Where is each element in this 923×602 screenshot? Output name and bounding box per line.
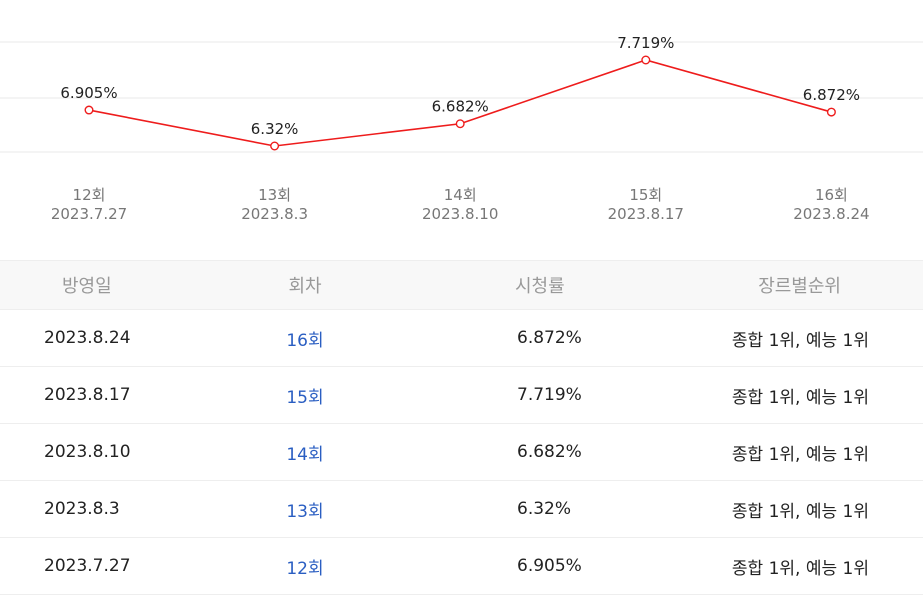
air-date-cell: 2023.7.27 bbox=[0, 537, 170, 595]
chart-grid bbox=[0, 41, 923, 153]
x-tick-episode: 12회 bbox=[73, 186, 106, 204]
rating-cell: 6.32% bbox=[440, 480, 660, 538]
table-row: 2023.8.24 16회 6.872% 종합 1위, 예능 1위 bbox=[0, 309, 923, 367]
genre-rank-cell: 종합 1위, 예능 1위 bbox=[660, 309, 923, 367]
rating-cell: 6.682% bbox=[440, 423, 660, 481]
episode-link[interactable]: 16회 bbox=[286, 330, 324, 351]
data-label: 6.682% bbox=[432, 98, 489, 116]
chart-points: 6.905% 6.32% 6.682% 7.719% 6.872% bbox=[60, 34, 860, 151]
episode-link[interactable]: 12회 bbox=[286, 558, 324, 579]
header-episode: 회차 bbox=[170, 260, 440, 310]
x-tick-date: 2023.8.10 bbox=[422, 205, 498, 223]
x-axis-labels: 12회2023.7.2713회2023.8.314회2023.8.1015회20… bbox=[51, 186, 870, 223]
table-row: 2023.7.27 12회 6.905% 종합 1위, 예능 1위 bbox=[0, 537, 923, 595]
air-date-cell: 2023.8.10 bbox=[0, 423, 170, 481]
air-date-cell: 2023.8.17 bbox=[0, 366, 170, 424]
ratings-line-chart: 6.905% 6.32% 6.682% 7.719% 6.872% 12회2023.7.… bbox=[0, 34, 923, 223]
genre-rank-cell: 종합 1위, 예능 1위 bbox=[660, 366, 923, 424]
x-tick-date: 2023.8.3 bbox=[241, 205, 308, 223]
air-date-cell: 2023.8.3 bbox=[0, 480, 170, 538]
table-header-row: 방영일 회차 시청률 장르별순위 bbox=[0, 260, 923, 310]
table-row: 2023.8.17 15회 7.719% 종합 1위, 예능 1위 bbox=[0, 366, 923, 424]
data-label: 7.719% bbox=[617, 34, 674, 52]
genre-rank-cell: 종합 1위, 예능 1위 bbox=[660, 537, 923, 595]
data-point bbox=[826, 107, 836, 117]
x-tick-date: 2023.8.17 bbox=[608, 205, 684, 223]
episode-link[interactable]: 13회 bbox=[286, 501, 324, 522]
episode-link[interactable]: 14회 bbox=[286, 444, 324, 465]
air-date-cell: 2023.8.24 bbox=[0, 309, 170, 367]
data-point bbox=[84, 105, 94, 115]
x-tick-episode: 15회 bbox=[629, 186, 662, 204]
genre-rank-cell: 종합 1위, 예능 1위 bbox=[660, 480, 923, 538]
data-label: 6.905% bbox=[60, 84, 117, 102]
x-tick-date: 2023.7.27 bbox=[51, 205, 127, 223]
rating-cell: 7.719% bbox=[440, 366, 660, 424]
rating-cell: 6.872% bbox=[440, 309, 660, 367]
x-tick-episode: 16회 bbox=[815, 186, 848, 204]
data-point bbox=[455, 119, 465, 129]
genre-rank-cell: 종합 1위, 예능 1위 bbox=[660, 423, 923, 481]
table-row: 2023.8.3 13회 6.32% 종합 1위, 예능 1위 bbox=[0, 480, 923, 538]
x-tick-episode: 13회 bbox=[258, 186, 291, 204]
header-air-date: 방영일 bbox=[0, 260, 170, 310]
x-tick-episode: 14회 bbox=[444, 186, 477, 204]
x-tick-date: 2023.8.24 bbox=[793, 205, 869, 223]
table-row: 2023.8.10 14회 6.682% 종합 1위, 예능 1위 bbox=[0, 423, 923, 481]
header-rating: 시청률 bbox=[440, 260, 660, 310]
data-label: 6.32% bbox=[251, 120, 299, 138]
data-label: 6.872% bbox=[803, 86, 860, 104]
episode-link[interactable]: 15회 bbox=[286, 387, 324, 408]
ratings-table: 방영일 회차 시청률 장르별순위 2023.8.24 16회 6.872% 종합… bbox=[0, 260, 923, 595]
rating-cell: 6.905% bbox=[440, 537, 660, 595]
data-point bbox=[270, 141, 280, 151]
data-point bbox=[641, 55, 651, 65]
header-genre-rank: 장르별순위 bbox=[660, 260, 923, 310]
